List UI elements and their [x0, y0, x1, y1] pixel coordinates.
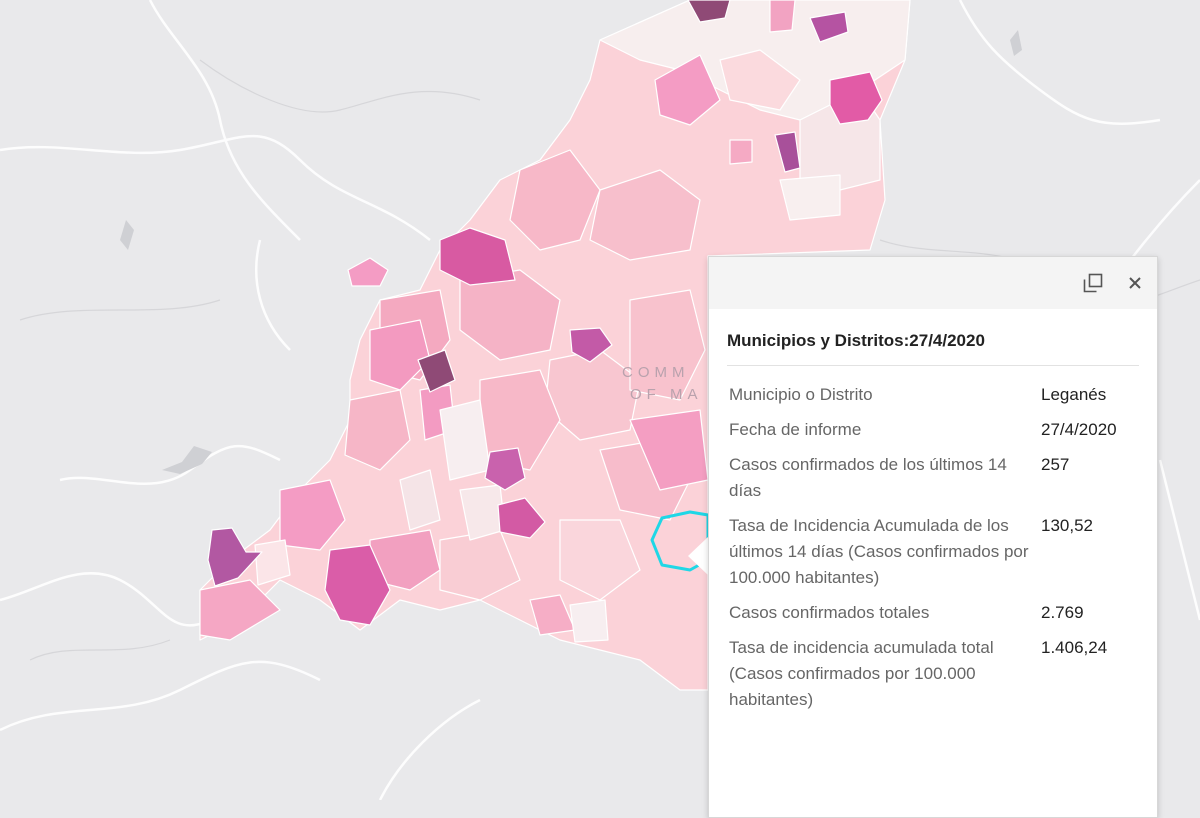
- attribute-row: Tasa de Incidencia Acumulada de los últi…: [727, 509, 1139, 596]
- attribute-label: Tasa de Incidencia Acumulada de los últi…: [729, 516, 1029, 587]
- map-region-label: COMM OF MA: [622, 362, 703, 406]
- map-region-label-line2: OF MA: [630, 386, 703, 403]
- popup-header: [709, 257, 1157, 309]
- attribute-label: Casos confirmados totales: [729, 603, 930, 622]
- attribute-row: Fecha de informe 27/4/2020: [727, 413, 1139, 448]
- attribute-label: Fecha de informe: [729, 420, 862, 439]
- popup-pointer: [688, 536, 709, 576]
- region-municipalities: [199, 0, 911, 691]
- attribute-row: Casos confirmados totales 2.769: [727, 596, 1139, 631]
- attribute-value: 1.406,24: [1041, 638, 1108, 657]
- dock-icon[interactable]: [1081, 271, 1105, 295]
- map-region-label-line1: COMM: [622, 364, 690, 381]
- attribute-label: Tasa de incidencia acumulada total (Caso…: [729, 638, 994, 709]
- attribute-row: Tasa de incidencia acumulada total (Caso…: [727, 631, 1139, 718]
- attribute-value: 27/4/2020: [1041, 420, 1117, 439]
- attribute-row: Municipio o Distrito Leganés: [727, 378, 1139, 413]
- attribute-label: Casos confirmados de los últimos 14 días: [729, 455, 1007, 500]
- attribute-value: 257: [1041, 455, 1070, 474]
- close-icon[interactable]: [1123, 271, 1147, 295]
- attribute-value: 130,52: [1041, 516, 1093, 535]
- popup-title: Municipios y Distritos:27/4/2020: [727, 331, 1139, 366]
- attribute-value: Leganés: [1041, 385, 1107, 404]
- attribute-table: Municipio o Distrito Leganés Fecha de in…: [727, 378, 1139, 718]
- map-canvas[interactable]: [0, 0, 1200, 800]
- feature-popup: Municipios y Distritos:27/4/2020 Municip…: [708, 256, 1158, 818]
- attribute-value: 2.769: [1041, 603, 1084, 622]
- attribute-label: Municipio o Distrito: [729, 385, 873, 404]
- popup-body: Municipios y Distritos:27/4/2020 Municip…: [709, 309, 1157, 718]
- attribute-row: Casos confirmados de los últimos 14 días…: [727, 448, 1139, 509]
- background-roads: [0, 0, 1200, 800]
